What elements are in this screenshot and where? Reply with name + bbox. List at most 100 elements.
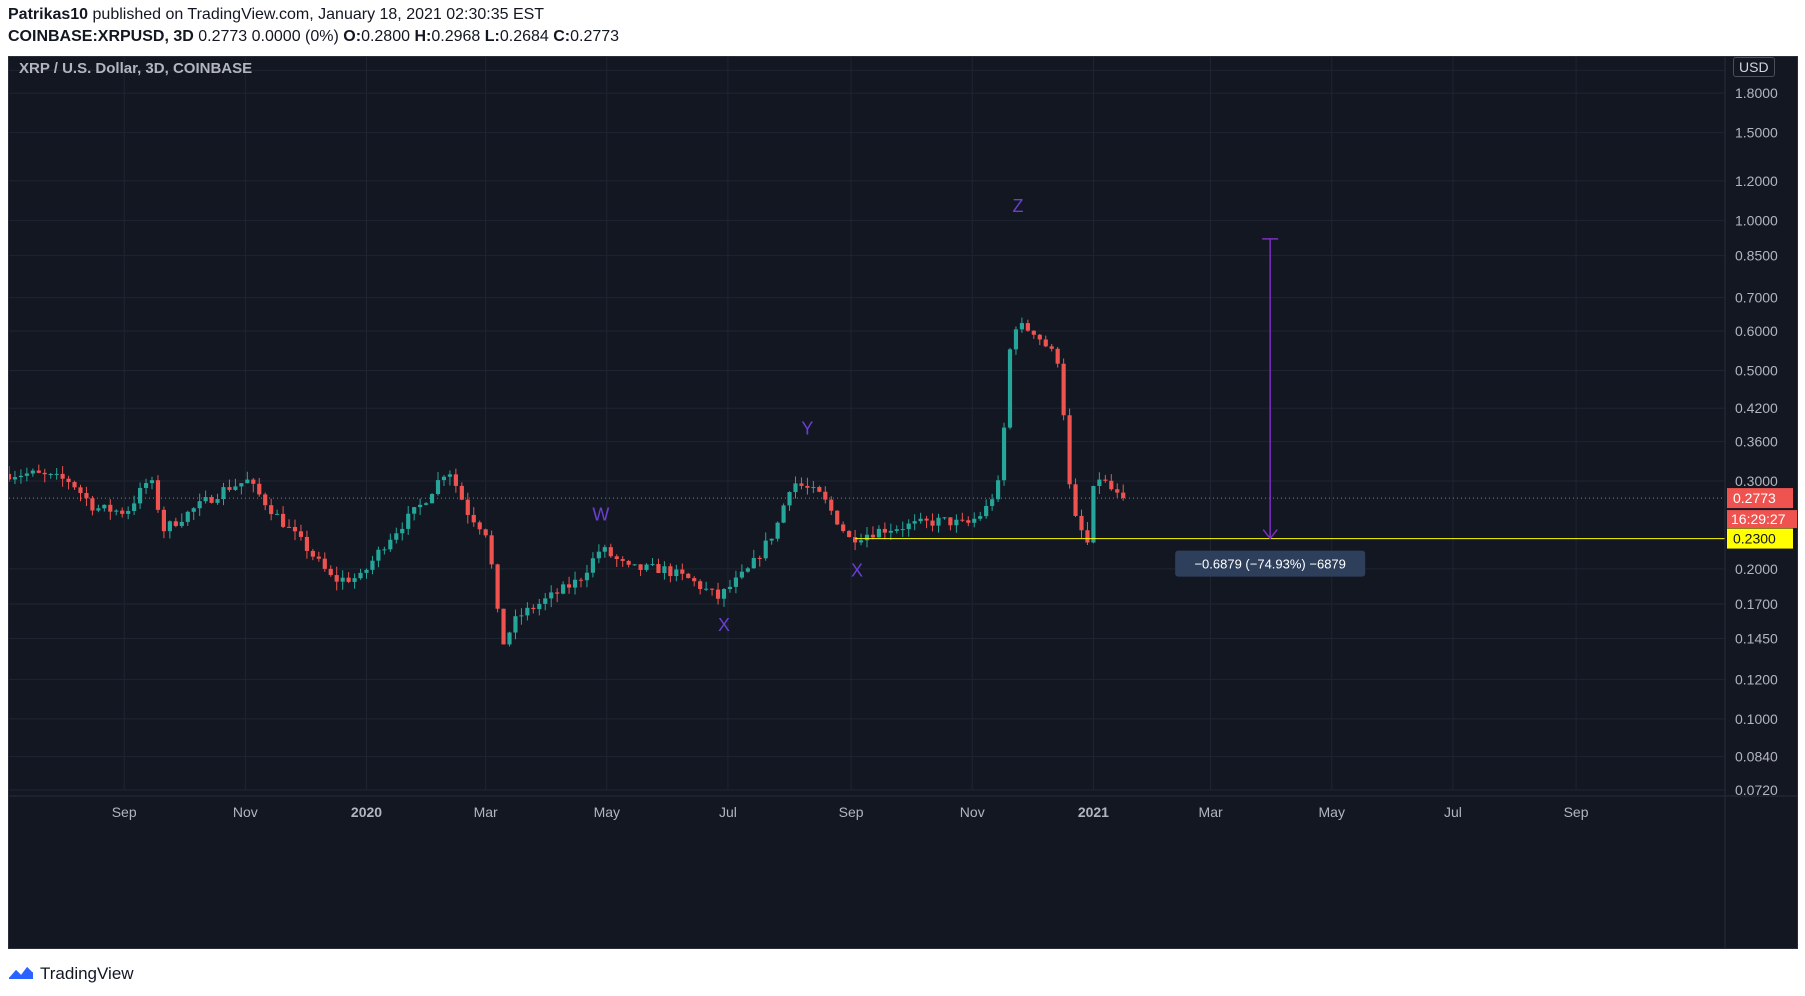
candle-body [9, 473, 12, 480]
y-tick-label: 0.1450 [1735, 630, 1778, 646]
candle-body [251, 479, 256, 484]
candle-body [745, 568, 750, 572]
candle-body [406, 513, 411, 529]
candle-body [1043, 339, 1048, 347]
candle-body [453, 474, 458, 486]
wave-label: X [718, 615, 730, 635]
author-name[interactable]: Patrikas10 [8, 6, 89, 23]
candle-body [84, 493, 89, 499]
candle-body [507, 632, 512, 645]
candle-body [1037, 334, 1042, 340]
candle-body [1019, 323, 1025, 330]
x-tick-label: Jul [719, 804, 737, 820]
x-tick-label: Jul [1444, 804, 1462, 820]
candle-body [632, 564, 637, 566]
candle-body [489, 535, 494, 565]
candle-body [912, 521, 917, 524]
candle-body [680, 569, 685, 574]
x-tick-label: Sep [1564, 804, 1589, 820]
wave-label: Z [1012, 196, 1023, 216]
price-change: 0.0000 (0%) [251, 28, 339, 45]
candle-body [1121, 492, 1126, 499]
candle-body [423, 503, 429, 505]
candle-body [155, 480, 161, 510]
candle-body [495, 564, 500, 609]
tradingview-logo-icon[interactable] [8, 963, 34, 986]
low-label: L: [484, 28, 500, 45]
candle-body [894, 529, 899, 531]
x-tick-label: May [1319, 804, 1345, 820]
grid-lines [9, 57, 1725, 791]
candle-body [578, 579, 584, 581]
candle-body [1001, 427, 1007, 481]
candle-body [525, 607, 530, 616]
candle-body [841, 524, 846, 532]
candle-body [614, 556, 619, 560]
candle-body [173, 521, 178, 526]
x-tick-label: Mar [474, 804, 498, 820]
candle-body [1091, 486, 1096, 543]
candle-body [364, 569, 369, 573]
x-tick-label: Sep [112, 804, 137, 820]
candle-body [280, 513, 286, 527]
candle-body [233, 486, 238, 490]
candle-body [197, 501, 202, 509]
candle-body [608, 547, 613, 557]
candle-body [60, 473, 65, 479]
candle-body [346, 577, 351, 582]
candles [9, 317, 1126, 647]
candle-body [906, 523, 911, 530]
candle-body [376, 549, 381, 561]
candle-body [447, 474, 453, 477]
candle-body [739, 571, 744, 578]
candle-body [245, 479, 250, 484]
candle-body [1007, 349, 1013, 428]
candle-body [519, 615, 524, 617]
candle-body [852, 537, 858, 543]
candle-body [239, 483, 244, 487]
footer: TradingView [8, 958, 134, 990]
y-tick-label: 0.8500 [1735, 248, 1778, 264]
candle-body [864, 534, 870, 541]
x-tick-label: 2020 [351, 804, 382, 820]
candle-body [358, 572, 363, 579]
y-tick-label: 0.6000 [1735, 323, 1778, 339]
x-tick-label: Nov [233, 804, 258, 820]
footer-brand[interactable]: TradingView [40, 964, 134, 983]
candle-body [18, 475, 24, 478]
candle-body [263, 494, 268, 506]
candle-body [30, 470, 35, 474]
candle-body [418, 504, 423, 508]
candle-body [1079, 515, 1084, 531]
candle-body [459, 485, 464, 500]
candle-body [191, 508, 196, 512]
candle-body [24, 473, 29, 476]
candle-body [876, 528, 882, 538]
last-price-label: 0.2773 [1733, 490, 1776, 506]
price-chart[interactable]: 0.2773 16:29:27 0.2300 −0.6879 (−74.93%) −6… [9, 57, 1797, 948]
candle-body [561, 584, 566, 594]
currency-badge[interactable]: USD [1733, 57, 1775, 77]
chart-frame[interactable]: 0.2773 16:29:27 0.2300 −0.6879 (−74.93%) −6… [8, 56, 1798, 949]
candle-body [388, 539, 393, 550]
candle-body [1013, 329, 1019, 350]
candle-body [698, 581, 703, 590]
candle-body [1073, 484, 1078, 516]
candle-body [1055, 348, 1060, 364]
candle-body [340, 577, 345, 582]
candle-body [209, 497, 214, 503]
candle-body [930, 520, 935, 526]
high-value: 0.2968 [431, 28, 481, 45]
support-label: 0.2300 [1733, 531, 1776, 547]
candle-body [286, 526, 292, 528]
candle-body [382, 549, 387, 551]
candle-body [793, 483, 798, 493]
candle-body [221, 487, 226, 500]
candle-body [924, 518, 929, 521]
candle-body [257, 483, 262, 495]
candle-body [102, 504, 107, 509]
candle-body [888, 530, 893, 533]
candle-body [960, 519, 965, 521]
candle-body [835, 510, 840, 525]
candle-body [72, 482, 77, 488]
